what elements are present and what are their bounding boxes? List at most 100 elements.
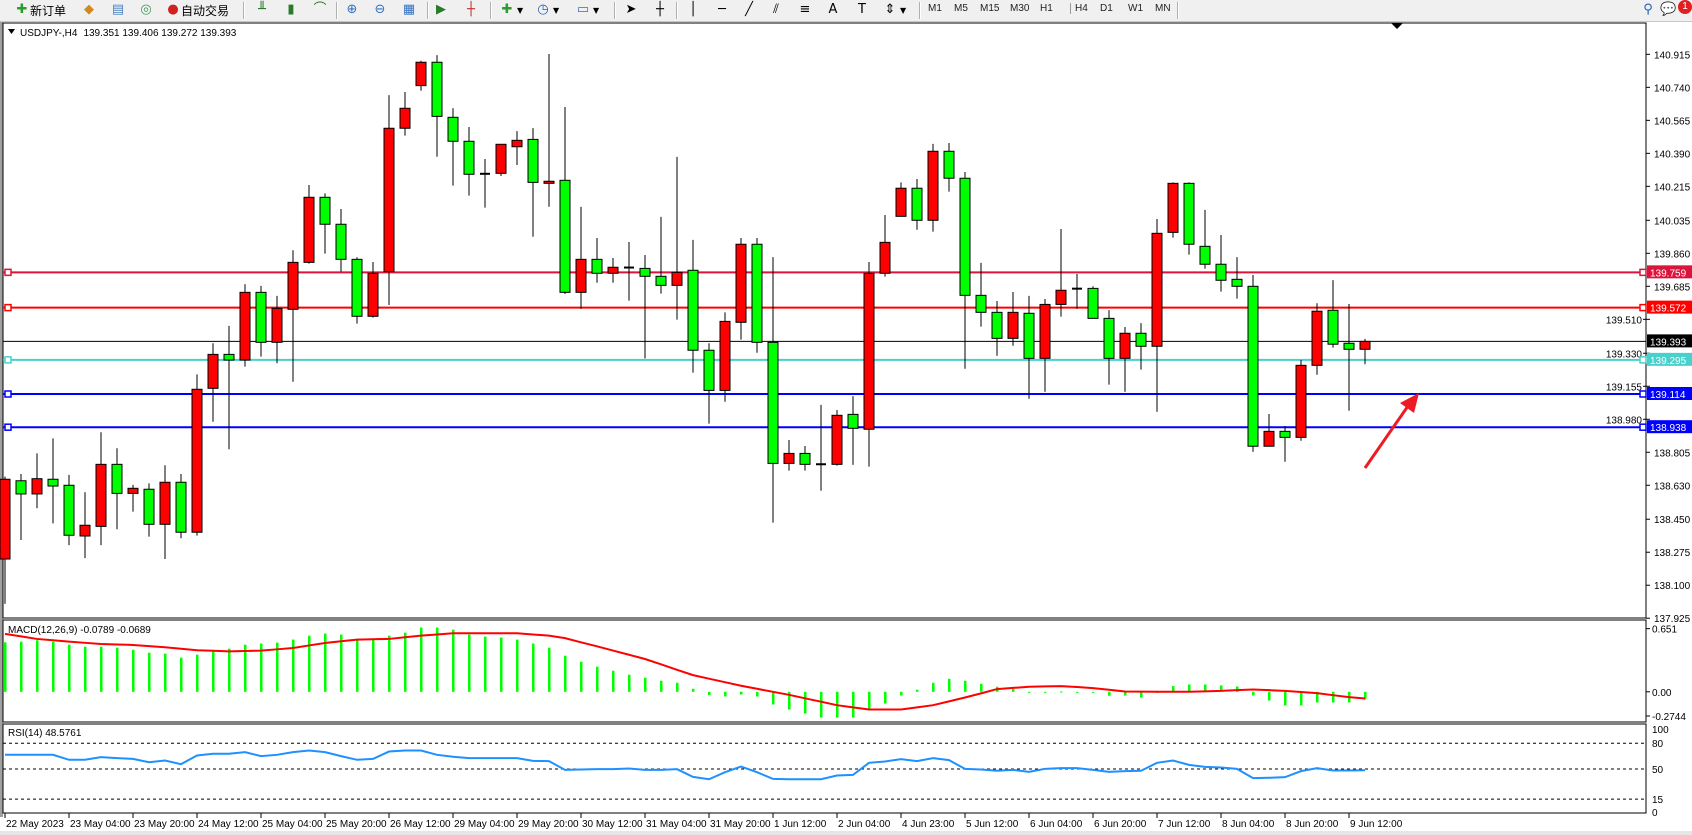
rsi-panel[interactable]: 100 80 50 15 0 — [2, 723, 1669, 819]
candle[interactable] — [1231, 257, 1243, 299]
arrow-annotation[interactable] — [1363, 393, 1419, 469]
candle[interactable] — [463, 126, 475, 196]
candle[interactable] — [495, 143, 507, 176]
candle[interactable] — [575, 206, 587, 309]
candle[interactable] — [111, 448, 123, 530]
candle[interactable] — [143, 483, 155, 537]
line-anchor-handle[interactable] — [1639, 356, 1647, 364]
candle[interactable] — [559, 106, 571, 295]
auto-trading-button[interactable]: ● 自动交易 — [165, 1, 229, 19]
candle[interactable] — [943, 142, 955, 192]
candle[interactable] — [719, 312, 731, 402]
bar-chart-button[interactable]: ╨ — [254, 1, 270, 19]
candle[interactable] — [95, 432, 107, 546]
line-anchor-handle[interactable] — [4, 303, 12, 312]
candle[interactable] — [255, 285, 267, 357]
line-anchor-handle[interactable] — [1639, 268, 1647, 277]
candle[interactable] — [975, 262, 987, 327]
candle[interactable] — [1007, 291, 1019, 346]
candle[interactable] — [447, 108, 459, 186]
candle[interactable] — [79, 492, 91, 559]
notifications-button[interactable]: 💬 — [1660, 1, 1676, 19]
candle[interactable] — [303, 185, 315, 264]
zoom-in-button[interactable]: ⊕ — [344, 1, 360, 19]
fibo-button[interactable]: ≡ — [797, 1, 813, 19]
candle[interactable] — [319, 193, 331, 254]
horizontal-line-button[interactable]: ─ — [714, 1, 730, 19]
candle[interactable] — [271, 295, 283, 364]
candle[interactable] — [367, 261, 379, 318]
line-anchor-handle[interactable] — [1639, 303, 1647, 312]
collapse-triangle-icon[interactable] — [8, 29, 15, 34]
candle[interactable] — [1215, 235, 1227, 292]
candle[interactable] — [335, 208, 347, 272]
crosshair-button[interactable]: ┼ — [652, 1, 668, 19]
candle[interactable] — [1119, 327, 1131, 392]
macd-panel[interactable]: 0.651 0.00 -0.2744 — [2, 619, 1686, 723]
candle[interactable] — [1135, 323, 1147, 370]
candle[interactable] — [671, 156, 683, 320]
trendline-button[interactable]: ╱ — [741, 1, 757, 19]
indicators-button[interactable]: ✚ ▼ — [499, 1, 524, 19]
candle[interactable] — [527, 128, 539, 237]
candle[interactable] — [431, 55, 443, 157]
timeframe-m30[interactable]: M30 — [1010, 3, 1030, 14]
zoom-out-button[interactable]: ⊖ — [372, 1, 388, 19]
candle[interactable] — [1087, 286, 1099, 319]
signals-button[interactable]: ◎ — [138, 1, 154, 19]
candle[interactable] — [1151, 218, 1163, 412]
candle[interactable] — [1023, 295, 1035, 399]
timeframe-h4[interactable]: H4 — [1070, 3, 1088, 14]
candle[interactable] — [1263, 413, 1275, 447]
candle[interactable] — [1103, 310, 1115, 385]
candle[interactable] — [751, 238, 763, 353]
candle[interactable] — [703, 343, 715, 424]
candle[interactable] — [399, 92, 411, 136]
candle[interactable] — [831, 410, 843, 466]
vertical-line-button[interactable]: │ — [685, 1, 701, 19]
candle[interactable] — [1183, 182, 1195, 255]
candle[interactable] — [1167, 182, 1179, 238]
candle[interactable] — [207, 343, 219, 422]
chart-shift-marker-icon[interactable] — [1391, 23, 1403, 29]
candle[interactable] — [799, 446, 811, 471]
candle[interactable] — [767, 257, 779, 523]
candle[interactable] — [735, 238, 747, 340]
timeframe-mn[interactable]: MN — [1155, 3, 1171, 14]
navigator-button[interactable]: ▤ — [110, 1, 126, 19]
candle[interactable] — [511, 131, 523, 166]
candle[interactable] — [1295, 360, 1307, 441]
candle[interactable] — [1055, 228, 1067, 317]
candle[interactable] — [895, 182, 907, 217]
candle[interactable] — [127, 484, 139, 512]
candle[interactable] — [383, 95, 395, 305]
candle[interactable] — [31, 453, 43, 509]
timeframe-m5[interactable]: M5 — [954, 3, 968, 14]
fibo-channel-button[interactable]: ⫽ — [768, 1, 784, 19]
candle[interactable] — [1072, 274, 1082, 309]
candle[interactable] — [191, 374, 203, 536]
candle[interactable] — [1343, 304, 1355, 411]
candle[interactable] — [591, 238, 603, 283]
candle[interactable] — [1311, 303, 1323, 375]
candle[interactable] — [607, 258, 619, 283]
candle[interactable] — [624, 241, 634, 301]
candle[interactable] — [847, 396, 859, 465]
line-anchor-handle[interactable] — [4, 268, 12, 277]
candle[interactable] — [783, 440, 795, 471]
candle[interactable] — [351, 257, 363, 324]
chart-shift-button[interactable]: ┼ — [463, 1, 479, 19]
candle[interactable] — [415, 60, 427, 91]
candle[interactable] — [1199, 209, 1211, 269]
candle[interactable] — [47, 438, 59, 524]
timeframe-m1[interactable]: M1 — [928, 3, 942, 14]
line-anchor-handle[interactable] — [4, 423, 12, 431]
candle[interactable] — [175, 473, 187, 539]
line-anchor-handle[interactable] — [1639, 423, 1647, 431]
timeframe-w1[interactable]: W1 — [1128, 3, 1143, 14]
candle[interactable] — [879, 215, 891, 277]
line-chart-button[interactable]: ⌒ — [312, 1, 328, 19]
label-button[interactable]: T — [854, 1, 870, 19]
candle[interactable] — [655, 216, 667, 294]
